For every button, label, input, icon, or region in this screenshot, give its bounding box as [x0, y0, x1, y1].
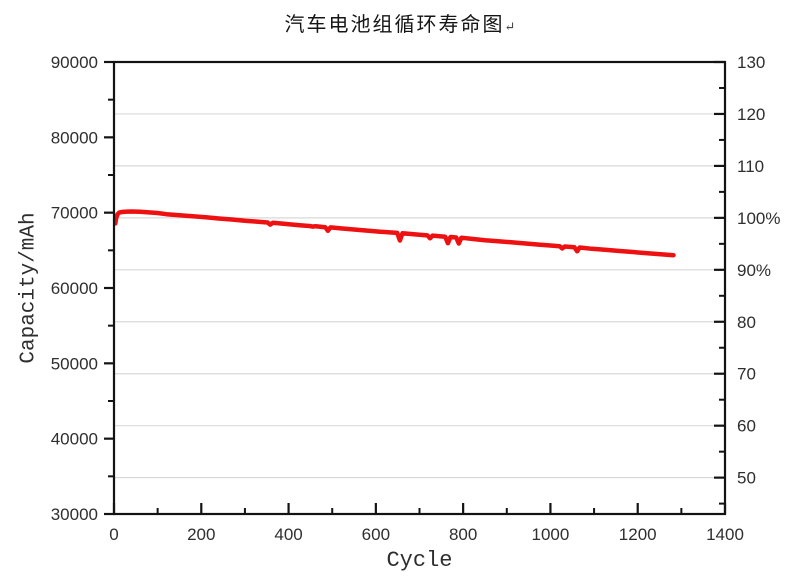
right-axis-tick-label: 100% — [737, 209, 780, 228]
x-axis-tick-label: 1000 — [532, 525, 570, 544]
left-axis-tick-label: 50000 — [51, 354, 98, 373]
x-axis-tick-label: 0 — [109, 525, 118, 544]
left-axis-tick-label: 60000 — [51, 279, 98, 298]
plot-frame — [112, 60, 727, 516]
paragraph-return-mark: ↵ — [504, 19, 516, 34]
right-axis-tick-label: 50 — [737, 469, 756, 488]
left-axis-tick-label: 30000 — [51, 505, 98, 524]
right-axis-tick-label: 60 — [737, 417, 756, 436]
series-line-battery-pack-capacity — [113, 209, 676, 258]
x-axis-tick-label: 600 — [362, 525, 390, 544]
x-axis-tick-label: 400 — [274, 525, 302, 544]
left-axis-tick-label: 80000 — [51, 128, 98, 147]
right-axis-tick-label: 90% — [737, 261, 771, 280]
left-axis-tick-label: 40000 — [51, 430, 98, 449]
chart-title-text: 汽车电池组循环寿命图 — [284, 14, 505, 36]
x-axis-tick-label: 800 — [449, 525, 477, 544]
right-axis-tick-label: 120 — [737, 105, 765, 124]
right-axis-tick-label: 70 — [737, 365, 756, 384]
x-axis-title: Cycle — [386, 548, 453, 573]
left-axis-tick-label: 90000 — [51, 53, 98, 72]
chart-title: 汽车电池组循环寿命图↵ — [0, 8, 800, 37]
right-axis-tick-label: 80 — [737, 313, 756, 332]
right-axis-tick-label: 130 — [737, 53, 765, 72]
x-axis-tick-label: 1400 — [706, 525, 744, 544]
x-axis-tick-label: 1200 — [619, 525, 657, 544]
left-axis-tick-label: 70000 — [51, 204, 98, 223]
left-axis-title: Capacity/mAh — [17, 212, 41, 364]
right-axis-tick-label: 110 — [737, 157, 764, 176]
x-axis-tick-label: 200 — [187, 525, 215, 544]
